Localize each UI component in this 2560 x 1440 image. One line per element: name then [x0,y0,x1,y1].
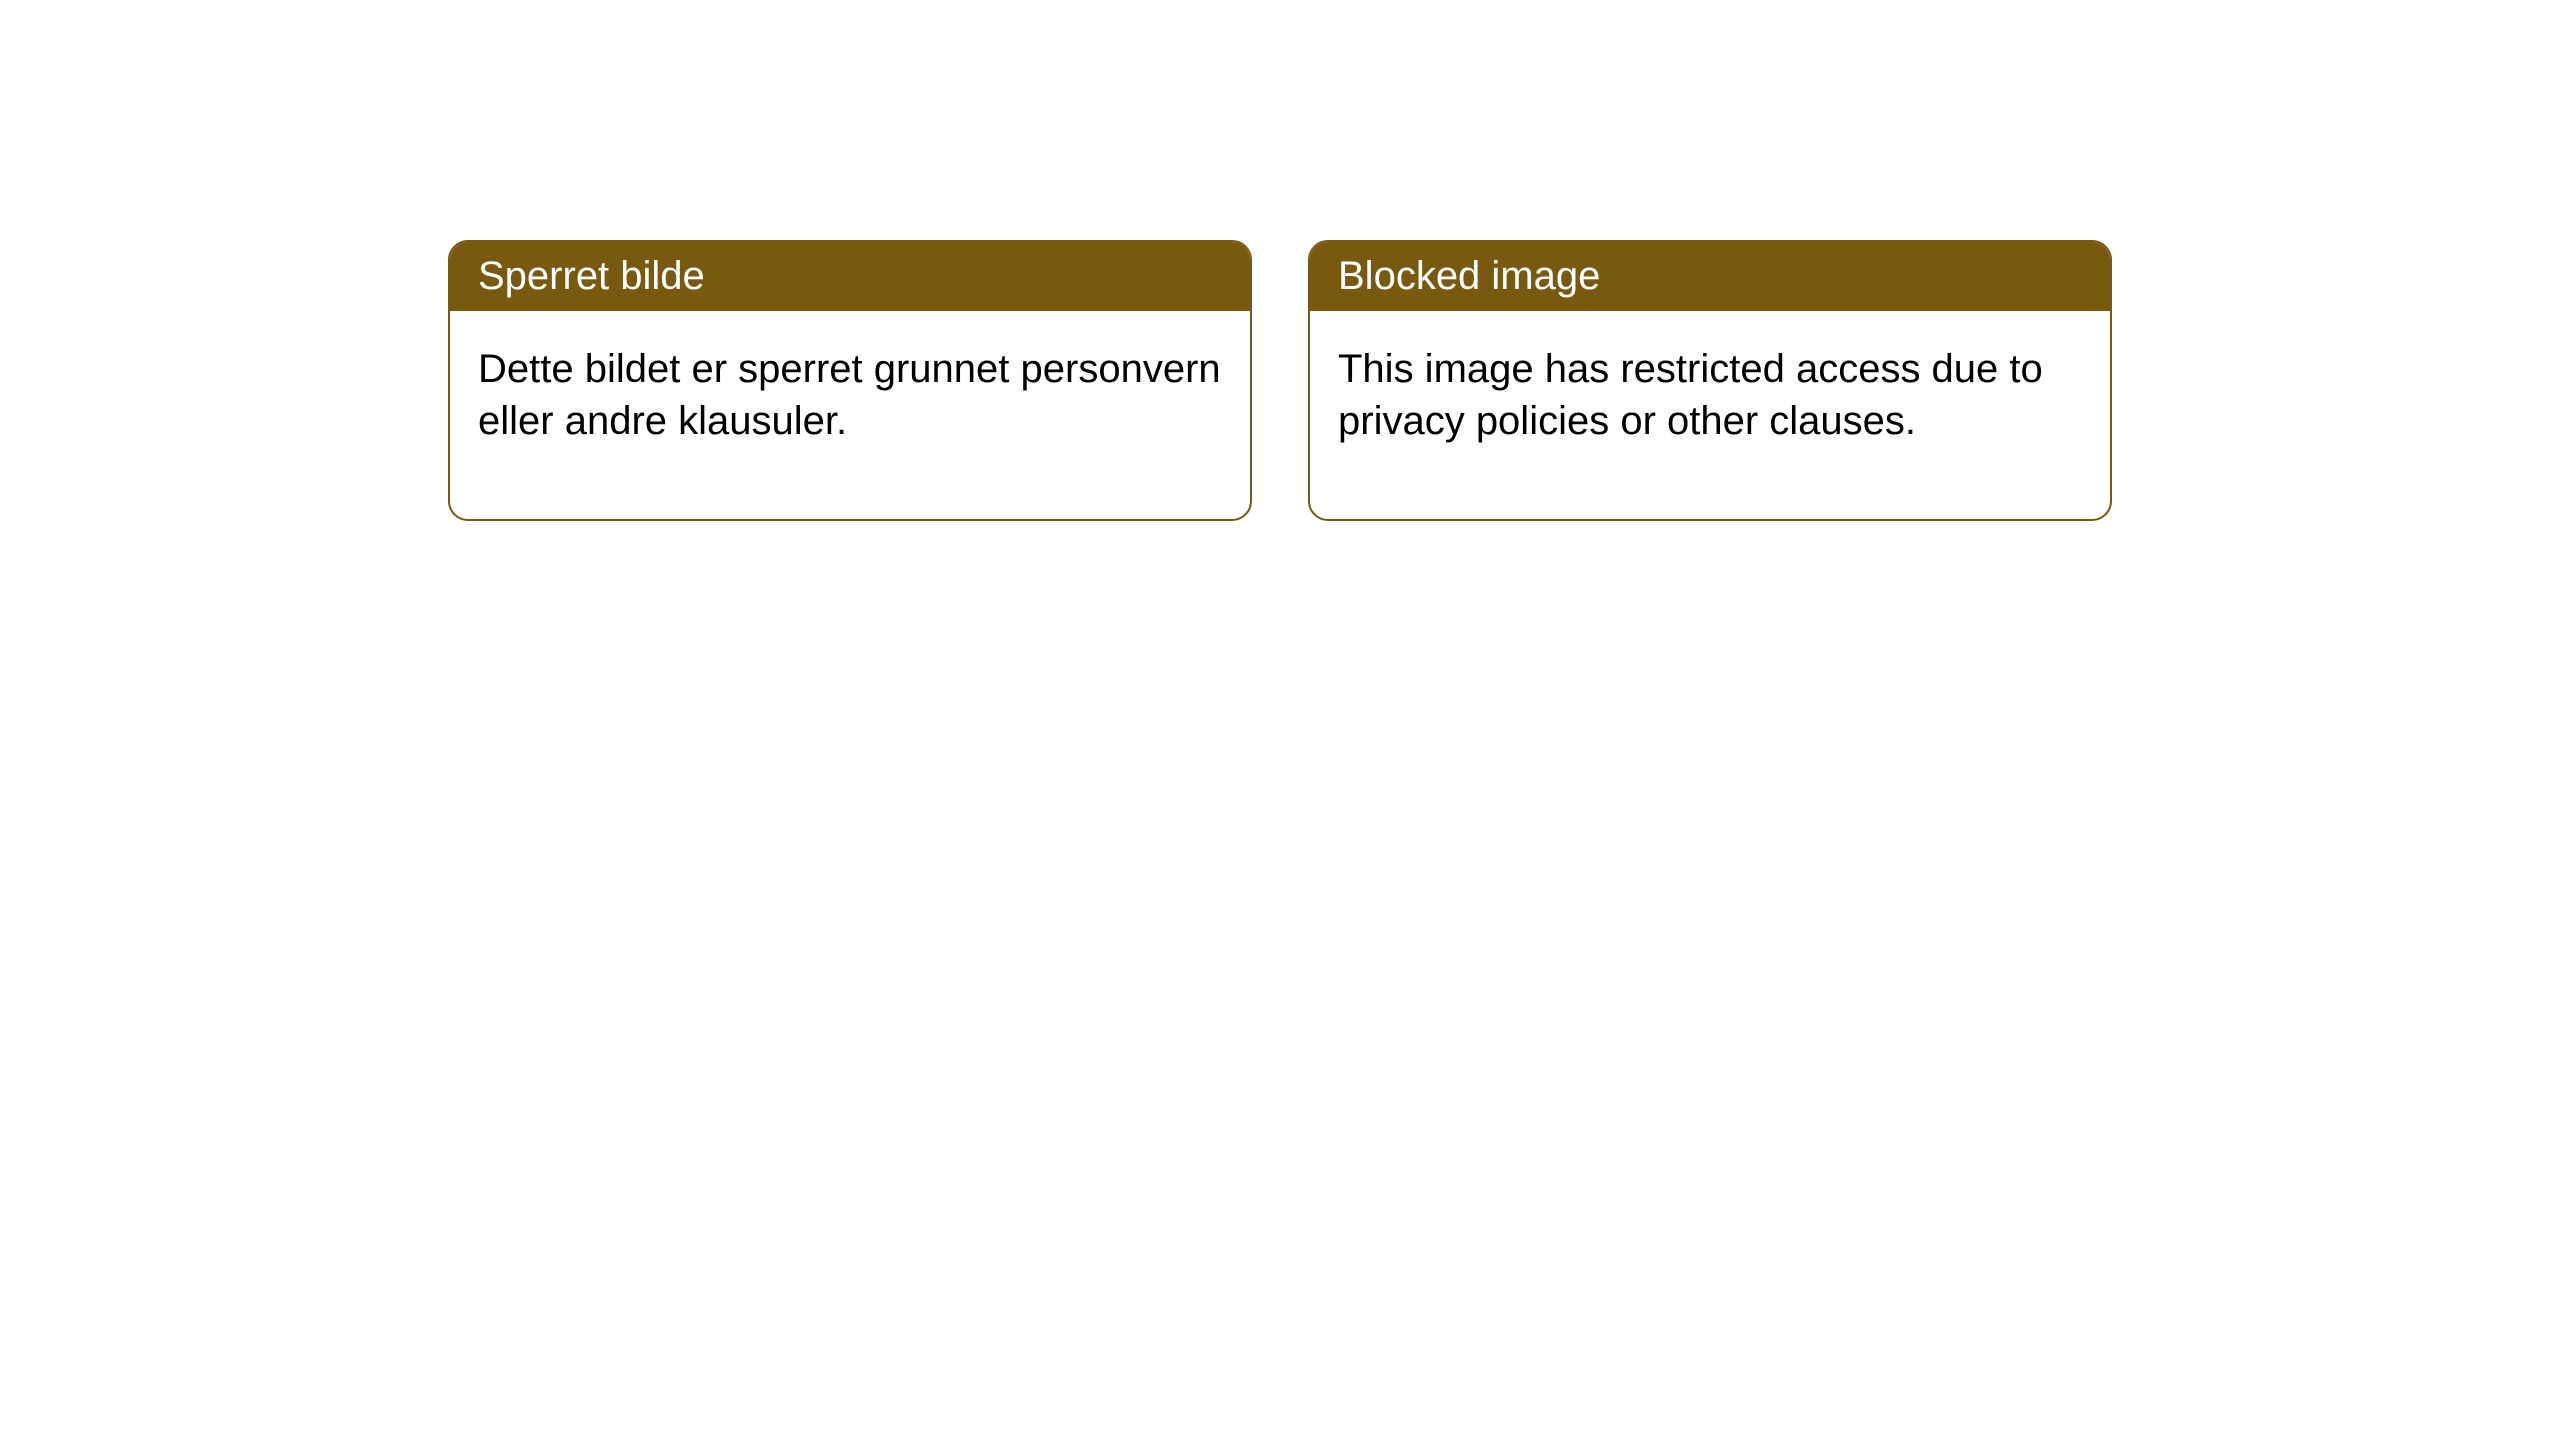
notice-title: Sperret bilde [450,242,1250,311]
notice-message: This image has restricted access due to … [1310,311,2110,519]
notice-card-english: Blocked image This image has restricted … [1308,240,2112,521]
notice-message: Dette bildet er sperret grunnet personve… [450,311,1250,519]
notice-title: Blocked image [1310,242,2110,311]
notice-card-norwegian: Sperret bilde Dette bildet er sperret gr… [448,240,1252,521]
notice-container: Sperret bilde Dette bildet er sperret gr… [448,240,2112,521]
